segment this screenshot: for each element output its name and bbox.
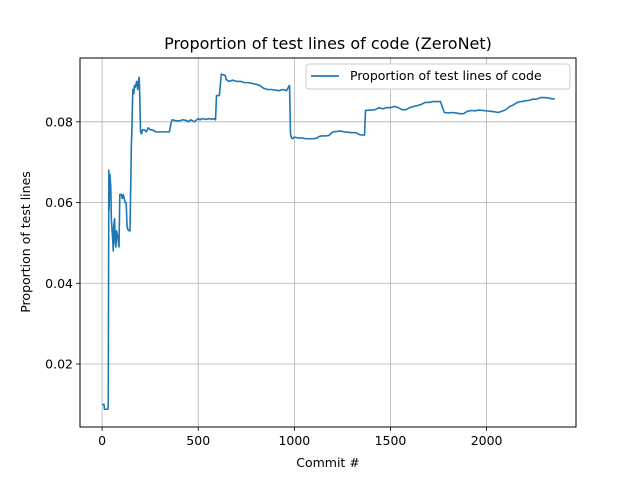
chart-title: Proportion of test lines of code (ZeroNe… <box>164 34 492 53</box>
y-tick-label: 0.02 <box>45 357 73 372</box>
legend-box <box>305 63 571 90</box>
y-axis: 0.02 0.04 0.06 0.08 <box>45 114 80 372</box>
x-tick-label: 2000 <box>471 433 503 448</box>
x-axis-label: Commit # <box>296 455 360 470</box>
y-tick-label: 0.06 <box>45 195 73 210</box>
grid <box>80 58 576 427</box>
y-tick-label: 0.04 <box>45 276 73 291</box>
y-axis-label: Proportion of test lines <box>18 171 33 313</box>
legend-label: Proportion of test lines of code <box>350 68 542 83</box>
series-line-0 <box>102 73 555 411</box>
x-tick-label: 0 <box>98 433 106 448</box>
x-tick-label: 1000 <box>278 433 310 448</box>
x-tick-label: 500 <box>186 433 210 448</box>
x-tick-label: 1500 <box>375 433 407 448</box>
plot-area-frame <box>79 57 577 428</box>
legend: Proportion of test lines of code <box>305 63 571 90</box>
y-tick-label: 0.08 <box>45 114 73 129</box>
series-layer <box>102 73 555 411</box>
x-axis: 0 500 1000 1500 2000 <box>98 427 503 448</box>
